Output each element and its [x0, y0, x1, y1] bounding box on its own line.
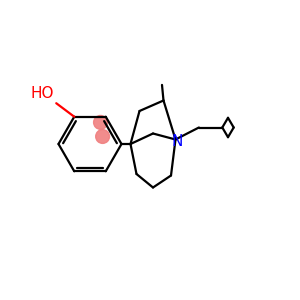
Circle shape	[96, 130, 110, 143]
Text: HO: HO	[30, 86, 54, 101]
Circle shape	[94, 116, 107, 129]
Text: N: N	[171, 134, 182, 148]
